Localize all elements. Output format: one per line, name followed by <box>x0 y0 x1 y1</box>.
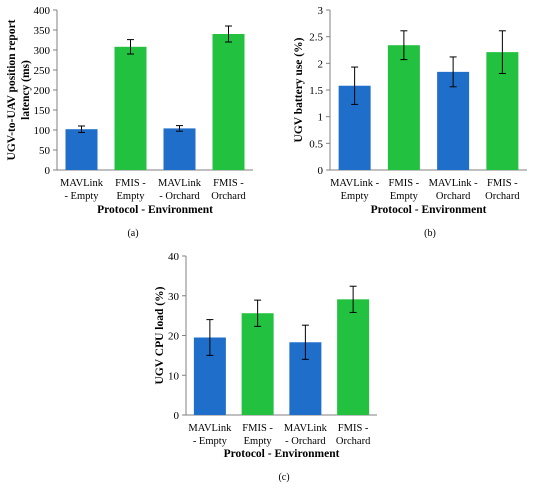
y-tick-label: 40 <box>168 251 180 263</box>
y-tick-label: 300 <box>34 45 51 57</box>
x-tick-label: Empty <box>244 436 273 447</box>
x-tick-label: MAVLink <box>284 423 328 434</box>
x-tick-label: MAVLink <box>60 178 104 189</box>
panel-label: (b) <box>424 228 436 239</box>
bar <box>241 313 274 415</box>
x-axis-title: Protocol - Environment <box>224 448 340 460</box>
y-tick-label: 100 <box>34 125 51 137</box>
chart-c: 0 10 20 30 40 MAVLink - Empty FMIS - Empty MAVLin… <box>154 251 377 483</box>
y-tick-label: 250 <box>34 65 51 77</box>
x-tick-label: FMIS - <box>115 178 146 189</box>
y-axis-title: UGV-to-UAV position report <box>6 19 18 160</box>
panel-label: (a) <box>127 228 138 239</box>
y-tick-label: 20 <box>168 331 180 343</box>
y-tick-label: 1.5 <box>309 85 323 97</box>
y-tick-label: 2 <box>318 58 324 70</box>
x-tick-label: Orchard <box>485 191 520 202</box>
x-tick-label: MAVLink <box>158 178 202 189</box>
y-tick-label: 0 <box>318 165 324 177</box>
y-tick-label: 50 <box>39 145 51 157</box>
x-tick-label: FMIS - <box>242 423 273 434</box>
bar <box>337 299 370 415</box>
y-tick-label: 0.5 <box>309 138 323 150</box>
y-tick-label: 30 <box>168 291 180 303</box>
y-tick-label: 1 <box>318 112 324 124</box>
x-tick-label: Orchard <box>211 191 246 202</box>
x-tick-label: FMIS - <box>213 178 244 189</box>
y-tick-label: 350 <box>34 25 51 37</box>
y-tick-label: 10 <box>168 370 180 382</box>
y-tick-label: 200 <box>34 85 51 97</box>
x-tick-label: FMIS - <box>487 178 518 189</box>
y-tick-label: 0 <box>174 410 180 422</box>
bar <box>212 34 245 170</box>
y-tick-label: 400 <box>34 5 51 17</box>
x-tick-label: Empty <box>390 191 419 202</box>
x-tick-label: Orchard <box>436 191 471 202</box>
bar <box>114 46 147 170</box>
y-tick-label: 2.5 <box>309 32 323 44</box>
bar <box>387 45 420 171</box>
y-tick-label: 3 <box>318 5 324 17</box>
bar <box>437 71 470 170</box>
x-tick-label: - Empty <box>193 436 228 447</box>
x-tick-label: MAVLink - <box>330 178 380 189</box>
x-tick-label: FMIS - <box>338 423 369 434</box>
x-tick-label: MAVLink - <box>429 178 479 189</box>
x-axis-title: Protocol - Environment <box>97 204 213 216</box>
panel-label: (c) <box>278 472 289 483</box>
bar <box>65 129 98 170</box>
x-tick-label: Empty <box>117 191 146 202</box>
x-axis-title: Protocol - Environment <box>371 204 487 216</box>
y-axis-title: UGV CPU load (%) <box>154 286 166 384</box>
x-tick-label: - Orchard <box>159 191 200 202</box>
bar <box>163 128 196 170</box>
y-axis-title: UGV battery use (%) <box>293 37 305 142</box>
y-tick-label: 150 <box>34 105 51 117</box>
x-tick-label: - Empty <box>64 191 99 202</box>
chart-b: 0 0.5 1 1.5 2 2.5 3 MAVLink - Empty FMIS - Empty MA… <box>293 5 527 239</box>
x-tick-label: Empty <box>341 191 370 202</box>
y-tick-label: 0 <box>45 165 51 177</box>
x-tick-label: MAVLink <box>188 423 232 434</box>
y-axis-title: latency (ms) <box>20 60 32 120</box>
chart-a: 0 50 100 150 200 250 300 350 400 MAVLink - Empty FM… <box>6 5 253 239</box>
x-tick-label: FMIS - <box>389 178 420 189</box>
x-tick-label: Orchard <box>336 436 371 447</box>
x-tick-label: - Orchard <box>285 436 326 447</box>
